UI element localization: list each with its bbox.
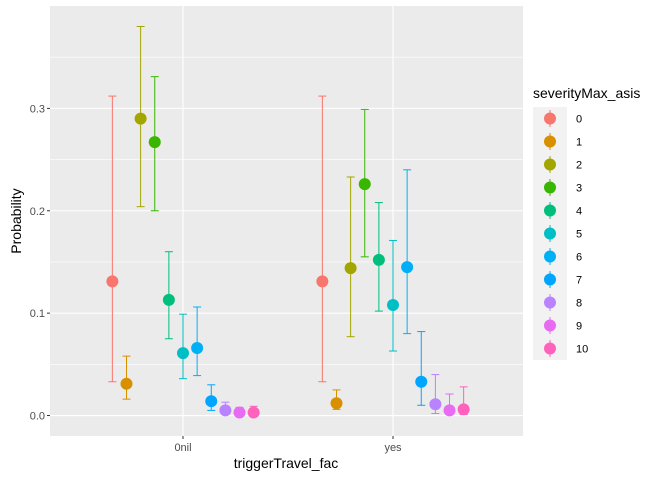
- data-point: [177, 347, 189, 360]
- legend-item: 9: [533, 314, 582, 337]
- legend-key-point: [544, 342, 556, 355]
- data-point: [316, 275, 329, 288]
- data-point: [205, 395, 218, 408]
- error-bar-group: [108, 95, 117, 383]
- y-axis-title: Probability: [8, 188, 24, 253]
- error-bar-group: [318, 95, 327, 383]
- legend-label: 10: [576, 344, 588, 356]
- data-point: [387, 298, 399, 311]
- error-bar-group: [193, 306, 202, 377]
- data-point: [191, 341, 204, 354]
- legend-label: 4: [576, 206, 582, 218]
- x-axis: 0nil yes: [174, 436, 402, 454]
- data-point: [233, 406, 246, 419]
- data-point: [330, 397, 343, 410]
- data-point: [344, 262, 357, 275]
- data-point: [358, 178, 371, 191]
- data-point: [106, 275, 119, 288]
- data-point: [429, 398, 442, 411]
- legend-item: 0: [533, 107, 582, 130]
- legend-item: 6: [533, 245, 582, 268]
- data-point: [134, 112, 147, 125]
- legend-item: 10: [533, 337, 588, 360]
- legend-key-point: [544, 204, 556, 217]
- legend-key-point: [544, 135, 556, 148]
- data-point: [457, 403, 470, 416]
- legend-title: severityMax_asis: [533, 85, 640, 101]
- legend-label: 9: [576, 321, 582, 333]
- y-tick-label: 0.0: [30, 411, 45, 423]
- legend-label: 0: [576, 114, 582, 126]
- legend-item: 3: [533, 176, 582, 199]
- error-bar-group: [346, 176, 355, 338]
- y-tick-label: 0.2: [30, 206, 45, 218]
- data-point: [120, 377, 133, 390]
- x-tick-label: yes: [384, 442, 402, 454]
- legend-key-point: [544, 319, 556, 332]
- legend-label: 8: [576, 298, 582, 310]
- legend: severityMax_asis 0 1 2 3 4 5 6 7 8 9 10: [533, 85, 640, 360]
- y-tick-label: 0.1: [30, 308, 45, 320]
- legend-label: 2: [576, 160, 582, 172]
- legend-key-point: [544, 158, 556, 171]
- minor-gridlines: [50, 56, 523, 365]
- error-bar-group: [179, 313, 187, 380]
- legend-label: 7: [576, 275, 582, 287]
- legend-label: 1: [576, 137, 582, 149]
- error-bar-group: [122, 355, 131, 400]
- legend-key-point: [544, 296, 556, 309]
- x-axis-title: triggerTravel_fac: [234, 455, 339, 471]
- error-bar-group: [389, 239, 397, 352]
- data-point: [401, 261, 414, 274]
- error-bar-group: [403, 169, 412, 335]
- data-point: [162, 293, 175, 306]
- legend-item: 5: [533, 222, 582, 245]
- legend-label: 5: [576, 229, 582, 241]
- plot-panel: [50, 6, 523, 436]
- y-axis: 0.0 0.1 0.2 0.3: [30, 103, 50, 423]
- legend-key-point: [544, 181, 556, 194]
- data-point: [148, 136, 161, 149]
- data-point: [415, 375, 428, 388]
- legend-label: 6: [576, 252, 582, 264]
- data-point: [219, 404, 232, 417]
- legend-item: 7: [533, 268, 582, 291]
- y-tick-label: 0.3: [30, 103, 45, 115]
- data-point: [443, 404, 456, 417]
- chart-marks: [106, 25, 470, 419]
- legend-key-point: [544, 227, 556, 240]
- legend-key-point: [544, 250, 556, 263]
- legend-item: 2: [533, 153, 582, 176]
- legend-key-point: [544, 112, 556, 125]
- x-tick-label: 0nil: [174, 442, 191, 454]
- legend-item: 8: [533, 291, 582, 314]
- data-point: [247, 406, 260, 419]
- legend-item: 1: [533, 130, 582, 153]
- legend-key-point: [544, 273, 556, 286]
- error-bar-group: [417, 331, 426, 406]
- legend-label: 3: [576, 183, 582, 195]
- data-point: [372, 253, 385, 266]
- legend-item: 4: [533, 199, 582, 222]
